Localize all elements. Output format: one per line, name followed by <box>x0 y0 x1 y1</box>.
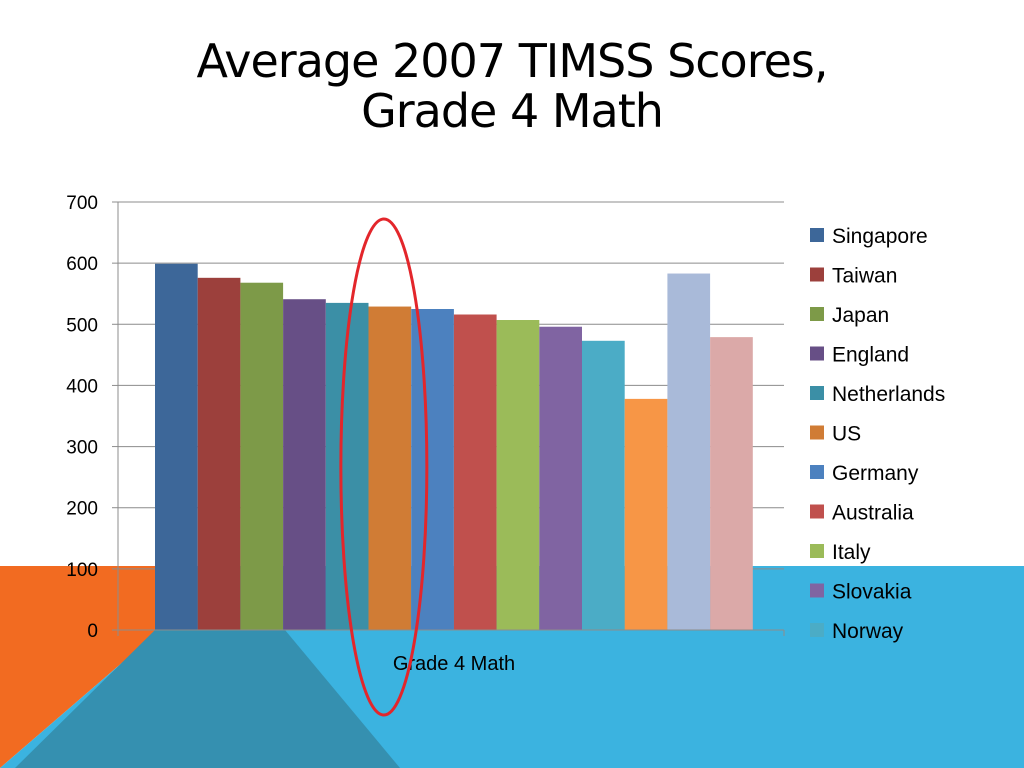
legend-label: Japan <box>832 304 889 327</box>
y-tick-labels: 0 100 200 300 400 500 600 700 <box>66 193 98 642</box>
legend-swatch <box>810 544 824 558</box>
legend-swatch <box>810 386 824 400</box>
legend-label: Italy <box>832 541 871 564</box>
legend-label: Germany <box>832 462 919 485</box>
bar-us <box>368 306 412 630</box>
legend-label: Singapore <box>832 225 928 248</box>
legend-swatch <box>810 623 824 637</box>
bar-japan <box>240 282 284 630</box>
y-tick-label: 100 <box>66 560 98 581</box>
bar-norway <box>582 340 625 630</box>
legend: Singapore Taiwan Japan England Netherlands US… <box>810 225 945 643</box>
bar-england <box>283 299 326 630</box>
legend-swatch <box>810 228 824 242</box>
legend-label: England <box>832 344 909 367</box>
legend-swatch <box>810 346 824 361</box>
bar-taiwan <box>197 277 241 630</box>
bar-germany <box>411 309 454 630</box>
bar-unlabeled <box>710 337 753 630</box>
bar-australia <box>453 314 497 630</box>
orange-band <box>0 566 160 768</box>
y-tick-label: 0 <box>87 621 98 642</box>
bar-italy <box>496 320 540 630</box>
legend-swatch <box>810 425 824 440</box>
y-tick-label: 300 <box>66 438 98 459</box>
bar-netherlands <box>325 302 369 630</box>
title-line-2: Grade 4 Math <box>361 84 664 138</box>
highlight-ellipse <box>339 217 429 717</box>
y-tick-label: 400 <box>66 376 98 397</box>
bar-slovakia <box>539 326 582 630</box>
x-axis-title: Grade 4 Math <box>393 653 515 675</box>
legend-swatch <box>810 583 824 598</box>
legend-label: US <box>832 423 861 446</box>
bar-unlabeled <box>667 273 711 630</box>
legend-label: Norway <box>832 620 904 643</box>
legend-label: Netherlands <box>832 383 945 406</box>
y-tick-label: 600 <box>66 254 98 275</box>
legend-label: Slovakia <box>832 581 912 604</box>
y-tick-label: 500 <box>66 315 98 336</box>
legend-swatch <box>810 267 824 282</box>
legend-swatch <box>810 307 824 321</box>
axes <box>117 202 785 636</box>
bars <box>155 263 753 630</box>
bar-unlabeled <box>624 398 668 630</box>
legend-label: Taiwan <box>832 265 897 288</box>
title-line-1: Average 2007 TIMSS Scores, <box>196 34 828 88</box>
bar-singapore <box>155 263 198 630</box>
legend-label: Australia <box>832 502 914 525</box>
dark-teal-band <box>15 630 400 768</box>
y-tick-label: 700 <box>66 193 98 214</box>
slide-title: Average 2007 TIMSS Scores, Grade 4 Math <box>0 36 1024 136</box>
legend-swatch <box>810 465 824 479</box>
y-tick-label: 200 <box>66 499 98 520</box>
legend-swatch <box>810 504 824 519</box>
